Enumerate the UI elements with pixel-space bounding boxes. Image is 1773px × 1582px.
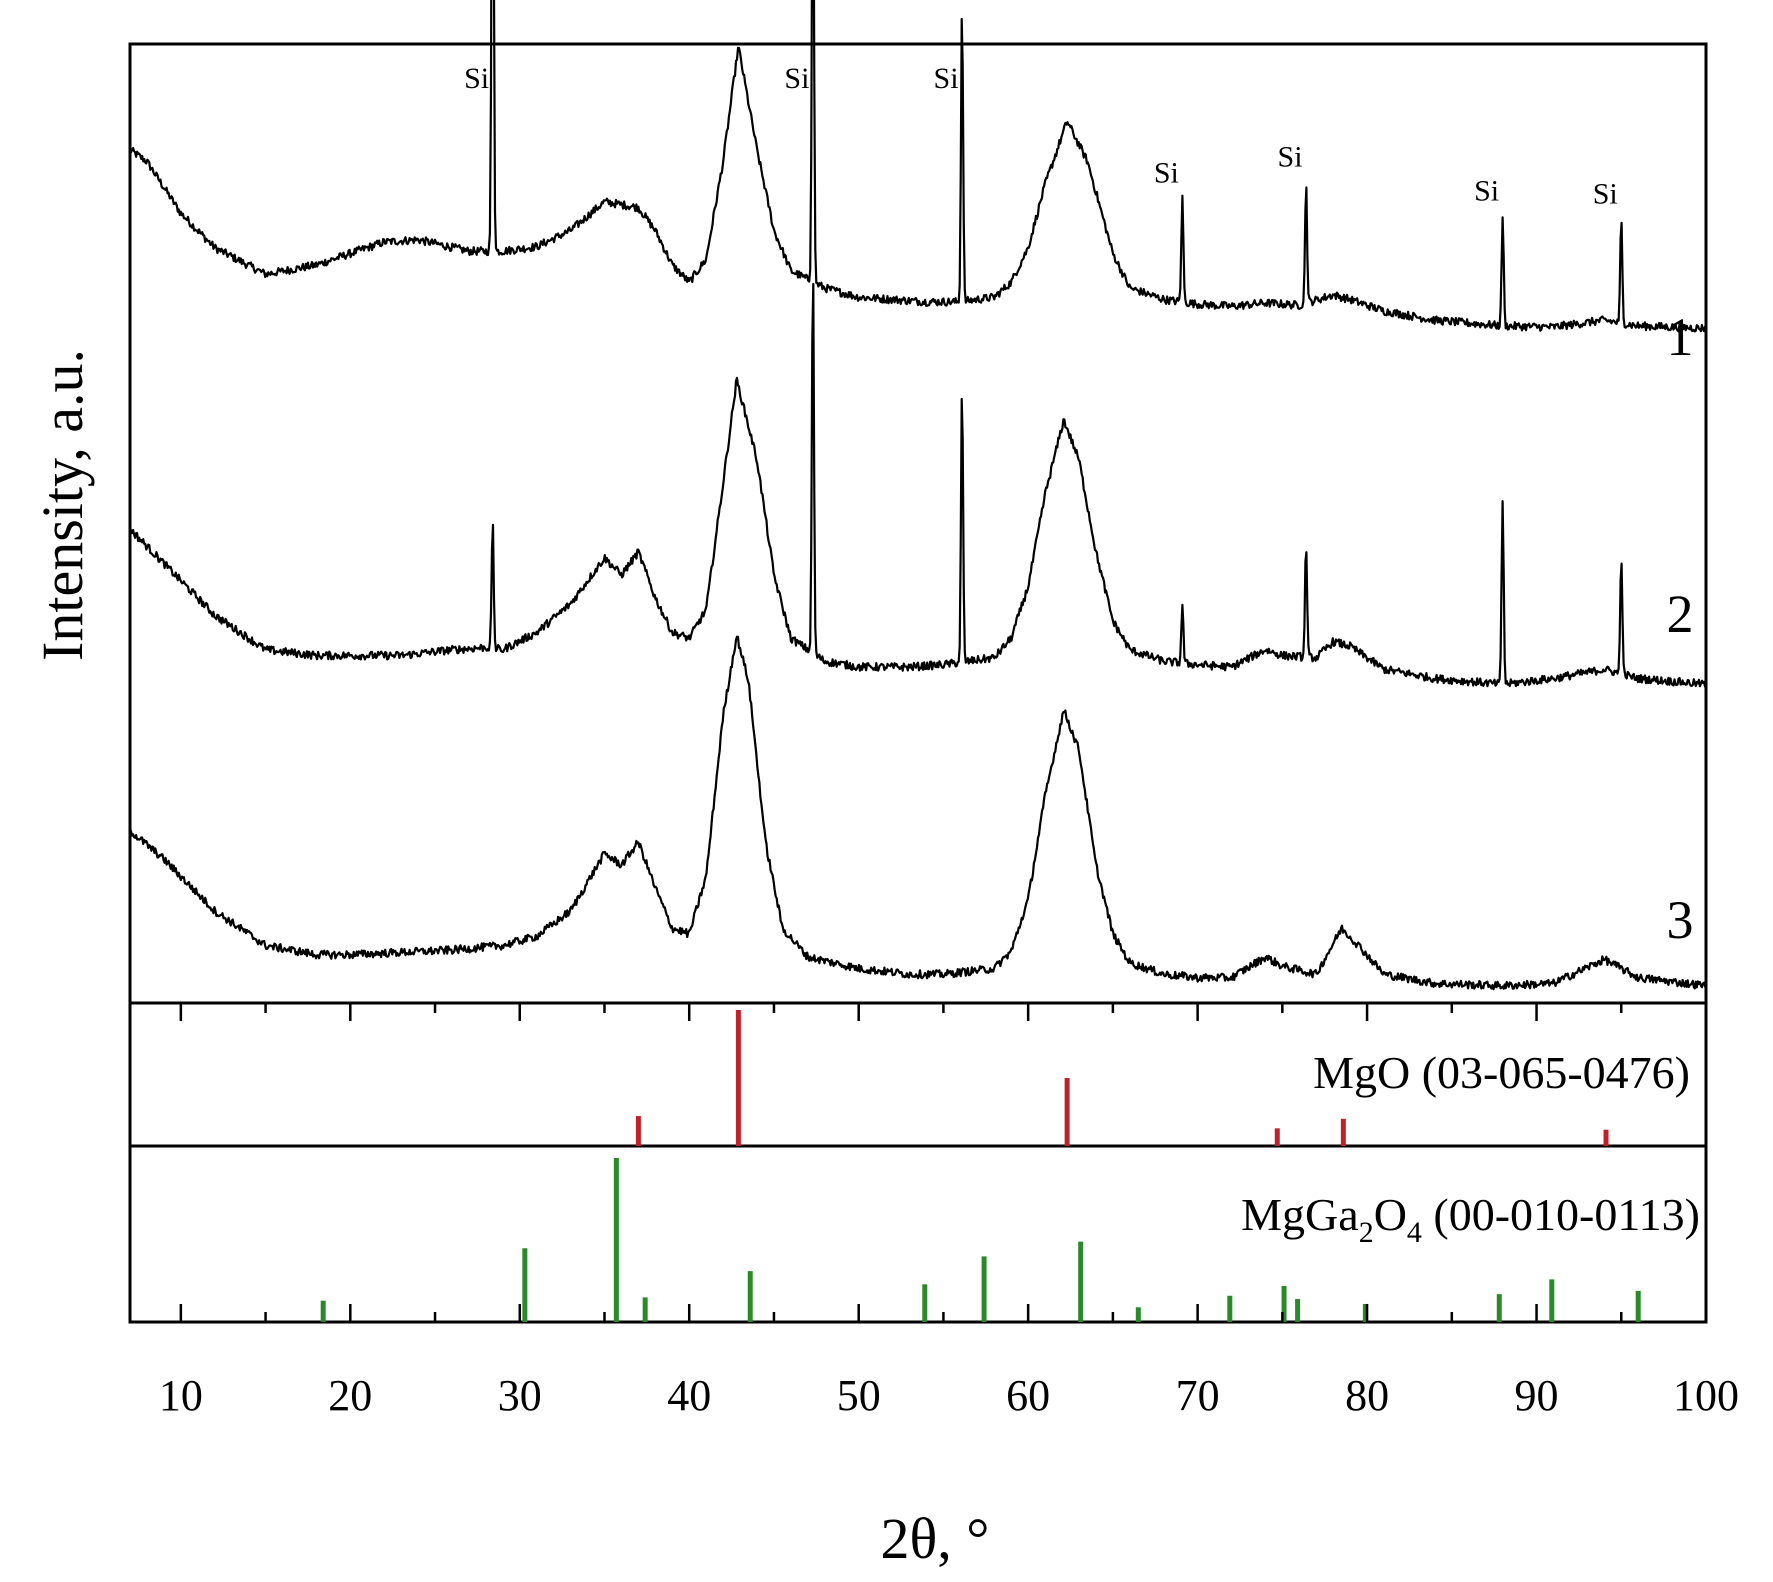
y-axis-title: Intensity, a.u. [30, 349, 95, 661]
x-tick-label-60: 60 [1006, 1371, 1050, 1420]
x-tick-label-90: 90 [1515, 1371, 1559, 1420]
ref-label-mgga2o4-sub1: 2 [1359, 1216, 1374, 1249]
si-label-2: Si [934, 62, 959, 95]
traces-group [128, 0, 1708, 991]
x-tick-label-80: 80 [1345, 1371, 1389, 1420]
series-label-2: 2 [1667, 584, 1694, 644]
x-tick-label-30: 30 [498, 1371, 542, 1420]
trace-series-2 [128, 282, 1708, 688]
x-tick-label-50: 50 [837, 1371, 881, 1420]
si-label-6: Si [1593, 178, 1618, 211]
ref-label-mgga2o4: MgGa2O4 (00-010-0113) [1241, 1189, 1700, 1249]
ticks-group [179, 1003, 1708, 1322]
ref-label-mgo: MgO (03-065-0476) [1313, 1047, 1690, 1098]
trace-series-3 [128, 635, 1708, 991]
x-tick-label-10: 10 [159, 1371, 203, 1420]
series-label-1: 1 [1667, 307, 1694, 367]
ref-label-mgga2o4-tail: (00-010-0113) [1422, 1189, 1700, 1240]
si-labels-group: Si Si Si Si Si Si Si [464, 62, 1618, 211]
x-tick-label-40: 40 [667, 1371, 711, 1420]
si-label-4: Si [1278, 140, 1303, 173]
x-axis-title: 2θ, ° [881, 1506, 990, 1571]
si-label-0: Si [464, 62, 489, 95]
x-tick-label-100: 100 [1673, 1371, 1739, 1420]
trace-series-1 [128, 0, 1708, 333]
ref-label-mgga2o4-sub2: 4 [1407, 1216, 1422, 1249]
tick-labels-group: 10 20 30 40 50 60 70 80 90 100 [159, 1371, 1739, 1420]
reference-lines-group [320, 1010, 1641, 1322]
ref-label-mgga2o4-main: MgGa [1241, 1189, 1359, 1240]
si-label-3: Si [1154, 157, 1179, 190]
x-tick-label-70: 70 [1176, 1371, 1220, 1420]
ref-label-mgga2o4-mid: O [1374, 1189, 1407, 1240]
series-label-3: 3 [1667, 890, 1694, 950]
si-label-5: Si [1474, 175, 1499, 208]
x-tick-label-20: 20 [328, 1371, 372, 1420]
si-label-1: Si [784, 62, 809, 95]
